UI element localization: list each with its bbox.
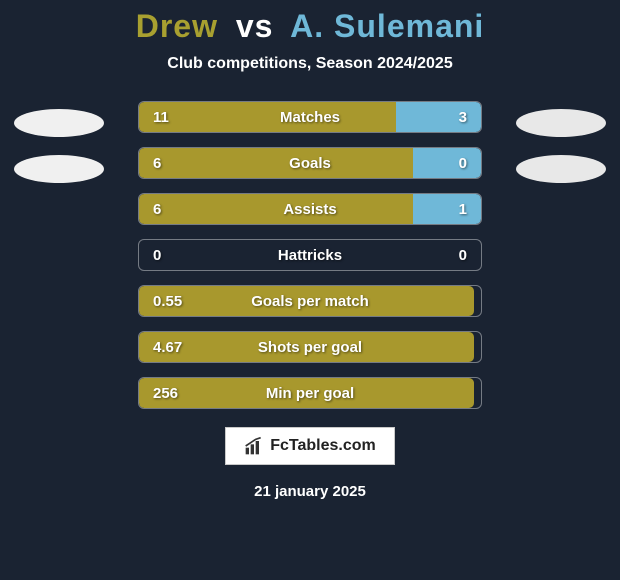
stat-label: Assists — [199, 201, 421, 218]
fctables-logo[interactable]: FcTables.com — [225, 427, 395, 465]
subtitle: Club competitions, Season 2024/2025 — [167, 55, 452, 73]
logo-text: FcTables.com — [270, 437, 376, 455]
stat-row: 11Matches3 — [138, 101, 482, 133]
stat-label: Matches — [199, 109, 421, 126]
stat-row: 0Hattricks0 — [138, 239, 482, 271]
stat-value-right: 3 — [421, 109, 481, 126]
stat-row: 0.55Goals per match — [138, 285, 482, 317]
stat-row: 256Min per goal — [138, 377, 482, 409]
stat-value-right: 1 — [421, 201, 481, 218]
player1-badge-1 — [14, 109, 104, 137]
player2-badge-1 — [516, 109, 606, 137]
stat-label: Goals — [199, 155, 421, 172]
stat-value-left: 6 — [139, 155, 199, 172]
stat-label: Hattricks — [199, 247, 421, 264]
stat-row: 6Assists1 — [138, 193, 482, 225]
stat-value-left: 256 — [139, 385, 199, 402]
stat-value-left: 6 — [139, 201, 199, 218]
stat-value-right: 0 — [421, 155, 481, 172]
player2-name: A. Sulemani — [290, 8, 484, 44]
stat-label: Min per goal — [199, 385, 421, 402]
player2-badge-2 — [516, 155, 606, 183]
comparison-title: Drew vs A. Sulemani — [136, 8, 485, 45]
stat-label: Shots per goal — [199, 339, 421, 356]
player1-badge-2 — [14, 155, 104, 183]
vs-label: vs — [236, 8, 274, 44]
stat-value-left: 4.67 — [139, 339, 199, 356]
stat-value-left: 0 — [139, 247, 199, 264]
stat-row: 4.67Shots per goal — [138, 331, 482, 363]
stat-value-left: 0.55 — [139, 293, 199, 310]
player1-name: Drew — [136, 8, 218, 44]
date-label: 21 january 2025 — [254, 483, 366, 500]
chart-icon — [244, 436, 264, 456]
stat-value-left: 11 — [139, 109, 199, 126]
stat-value-right: 0 — [421, 247, 481, 264]
stat-label: Goals per match — [199, 293, 421, 310]
stats-area: 11Matches36Goals06Assists10Hattricks00.5… — [0, 101, 620, 409]
stat-row: 6Goals0 — [138, 147, 482, 179]
